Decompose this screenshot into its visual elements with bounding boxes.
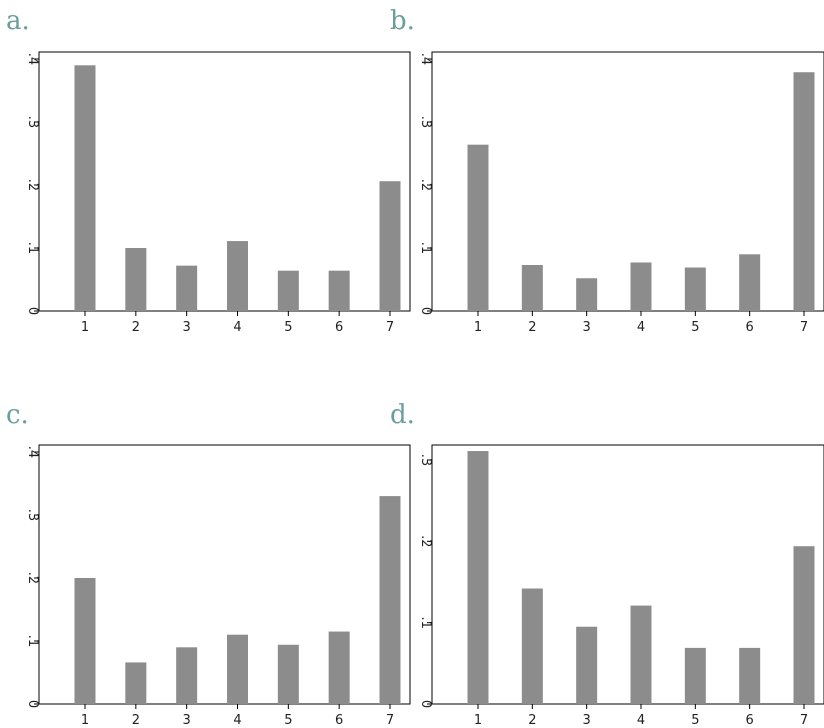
x-tick-label-d-3: 3 bbox=[583, 713, 591, 728]
x-tick-label-d-6: 6 bbox=[746, 713, 754, 728]
x-tick-label-c-2: 2 bbox=[132, 713, 140, 728]
panel-label-a: a. bbox=[6, 6, 30, 36]
y-tick-label-a-1: .1 bbox=[25, 242, 40, 254]
bar-a-5 bbox=[277, 270, 299, 311]
y-tick-label-a-4: .4 bbox=[25, 53, 40, 65]
y-tick-label-c-2: .2 bbox=[25, 572, 40, 584]
bar-b-4 bbox=[630, 262, 652, 311]
y-tick-label-d-1: .1 bbox=[418, 616, 433, 628]
x-tick-label-a-4: 4 bbox=[233, 320, 241, 335]
bar-c-2 bbox=[125, 662, 147, 704]
y-tick-label-d-0: 0 bbox=[418, 700, 433, 708]
x-tick-label-c-7: 7 bbox=[386, 713, 394, 728]
bar-d-4 bbox=[630, 605, 652, 704]
x-tick-label-c-6: 6 bbox=[335, 713, 343, 728]
y-tick-label-b-2: .2 bbox=[418, 179, 433, 191]
x-tick-label-a-6: 6 bbox=[335, 320, 343, 335]
bar-c-4 bbox=[227, 634, 248, 704]
x-tick-label-c-1: 1 bbox=[81, 713, 89, 728]
plot-frame-b bbox=[431, 51, 824, 312]
panel-label-c: c. bbox=[6, 400, 29, 430]
bar-a-1 bbox=[74, 65, 96, 311]
plot-frame-d bbox=[431, 444, 824, 705]
y-tick-label-c-4: .4 bbox=[25, 446, 40, 458]
panel-label-d: d. bbox=[390, 400, 415, 430]
y-tick-label-d-2: .2 bbox=[418, 535, 433, 547]
x-tick-label-a-5: 5 bbox=[284, 320, 292, 335]
x-tick-label-c-5: 5 bbox=[284, 713, 292, 728]
y-tick-label-b-4: .4 bbox=[418, 53, 433, 65]
bar-c-3 bbox=[176, 647, 198, 704]
x-tick-label-a-1: 1 bbox=[81, 320, 89, 335]
y-tick-label-c-1: .1 bbox=[25, 635, 40, 647]
x-tick-label-b-3: 3 bbox=[583, 320, 591, 335]
bar-d-6 bbox=[739, 647, 761, 704]
x-tick-label-c-3: 3 bbox=[183, 713, 191, 728]
y-tick-label-c-3: .3 bbox=[25, 509, 40, 521]
bar-b-2 bbox=[521, 265, 543, 311]
bar-a-3 bbox=[176, 265, 198, 311]
bar-b-3 bbox=[576, 278, 598, 311]
bar-c-7 bbox=[379, 496, 401, 704]
x-tick-label-d-5: 5 bbox=[691, 713, 699, 728]
x-tick-label-d-2: 2 bbox=[528, 713, 536, 728]
y-tick-label-b-3: .3 bbox=[418, 116, 433, 128]
y-tick-label-b-0: 0 bbox=[418, 307, 433, 315]
bar-d-5 bbox=[684, 647, 706, 704]
x-tick-label-d-1: 1 bbox=[474, 713, 482, 728]
bar-d-3 bbox=[576, 626, 598, 704]
bar-b-7 bbox=[793, 72, 815, 311]
bar-a-4 bbox=[227, 241, 248, 311]
bar-d-7 bbox=[793, 546, 815, 704]
bar-c-1 bbox=[74, 578, 96, 704]
bar-d-2 bbox=[521, 588, 543, 704]
x-tick-label-a-7: 7 bbox=[386, 320, 394, 335]
x-tick-label-a-3: 3 bbox=[183, 320, 191, 335]
y-tick-label-b-1: .1 bbox=[418, 242, 433, 254]
y-tick-label-a-3: .3 bbox=[25, 116, 40, 128]
panel-label-b: b. bbox=[390, 6, 415, 36]
x-tick-label-b-2: 2 bbox=[528, 320, 536, 335]
plot-frame-a bbox=[38, 51, 411, 312]
y-tick-label-a-0: 0 bbox=[25, 307, 40, 315]
y-tick-label-a-2: .2 bbox=[25, 179, 40, 191]
bar-d-1 bbox=[467, 451, 489, 704]
x-tick-label-b-4: 4 bbox=[637, 320, 645, 335]
bar-a-2 bbox=[125, 248, 147, 311]
x-tick-label-b-1: 1 bbox=[474, 320, 482, 335]
x-tick-label-b-7: 7 bbox=[800, 320, 808, 335]
plot-frame-c bbox=[38, 444, 411, 705]
bar-a-7 bbox=[379, 181, 401, 311]
y-tick-label-d-3: .3 bbox=[418, 454, 433, 466]
y-tick-label-c-0: 0 bbox=[25, 700, 40, 708]
bar-c-6 bbox=[328, 631, 350, 704]
bar-b-6 bbox=[739, 254, 761, 311]
bar-b-5 bbox=[684, 267, 706, 311]
x-tick-label-d-7: 7 bbox=[800, 713, 808, 728]
bar-b-1 bbox=[467, 144, 489, 311]
x-tick-label-c-4: 4 bbox=[233, 713, 241, 728]
bar-c-5 bbox=[277, 644, 299, 704]
bar-a-6 bbox=[328, 270, 350, 311]
x-tick-label-a-2: 2 bbox=[132, 320, 140, 335]
x-tick-label-d-4: 4 bbox=[637, 713, 645, 728]
x-tick-label-b-5: 5 bbox=[691, 320, 699, 335]
x-tick-label-b-6: 6 bbox=[746, 320, 754, 335]
